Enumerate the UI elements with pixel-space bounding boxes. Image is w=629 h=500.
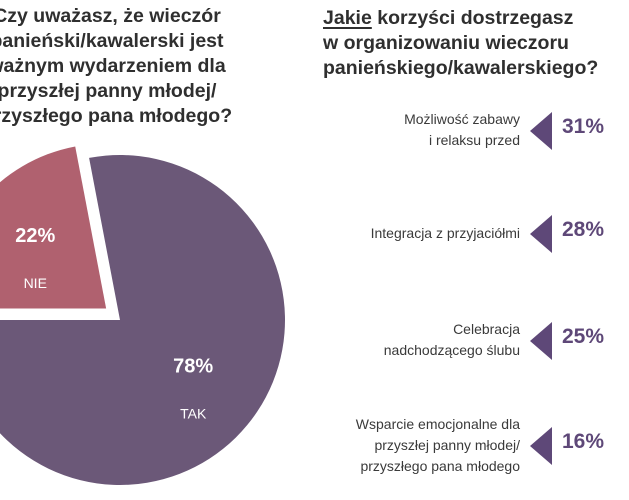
benefits-title-first-word: Jakie <box>323 7 372 29</box>
benefit-value: 16% <box>562 430 605 453</box>
benefit-label: Możliwość zabawy i relaksu przed <box>280 95 520 165</box>
benefit-row: Możliwość zabawy i relaksu przed 31% <box>300 95 629 165</box>
pie-title-line: panieński/kawalerski jest <box>0 30 224 52</box>
benefit-row: Celebracja nadchodzącego ślubu 25% <box>300 305 629 375</box>
benefits-title-line3: panieńskiego/kawalerskiego? <box>323 57 599 79</box>
pie-slice-value: 22% <box>15 225 55 247</box>
arrow-left-icon <box>530 112 552 150</box>
benefit-label: Integracja z przyjaciółmi <box>280 198 520 268</box>
benefits-title-line1-rest: korzyści dostrzegasz <box>371 7 574 29</box>
benefit-value: 31% <box>562 115 605 138</box>
benefit-row: Integracja z przyjaciółmi 28% <box>300 198 629 268</box>
pie-title-line: Czy uważasz, że wieczór <box>0 5 221 27</box>
pie-title-line: przyszłej panny młodej/ <box>0 80 217 102</box>
benefits-chart-title: Jakie korzyści dostrzegasz w organizowan… <box>323 6 629 81</box>
pie-chart-title: Czy uważasz, że wieczór panieński/kawale… <box>0 4 272 129</box>
benefit-label: Wsparcie emocjonalne dla przyszłej panny … <box>280 410 520 480</box>
benefit-value: 25% <box>562 325 605 348</box>
arrow-left-icon <box>530 322 552 360</box>
benefit-label-line: przyszłej panny młodej/ <box>374 436 520 453</box>
benefit-label-line: Wsparcie emocjonalne dla <box>355 415 520 432</box>
pie-title-line: przyszłego pana młodego? <box>0 105 233 127</box>
benefit-label-line: i relaksu przed <box>428 132 520 148</box>
benefit-label-line: Integracja z przyjaciółmi <box>370 224 520 241</box>
benefit-label-line: przyszłego pana młodego <box>360 457 520 474</box>
pie-slice-nie <box>0 146 107 309</box>
pie-slice-label: NIE <box>24 275 47 291</box>
arrow-left-icon <box>530 427 552 465</box>
benefit-value: 28% <box>562 218 605 241</box>
pie-slice-tak <box>0 155 285 485</box>
benefit-label-line: Możliwość zabawy <box>404 111 520 127</box>
benefits-title-line2: w organizowaniu wieczoru <box>323 32 569 54</box>
benefit-label-line: Celebracja <box>453 321 520 337</box>
benefit-label: Celebracja nadchodzącego ślubu <box>280 305 520 375</box>
arrow-left-icon <box>530 215 552 253</box>
pie-slice-value: 78% <box>173 356 213 378</box>
benefit-label-line: nadchodzącego ślubu <box>383 342 520 358</box>
benefit-row: Wsparcie emocjonalne dla przyszłej panny … <box>300 410 629 480</box>
pie-slice-label: TAK <box>180 406 207 422</box>
pie-title-line: ważnym wydarzeniem dla <box>0 55 226 77</box>
